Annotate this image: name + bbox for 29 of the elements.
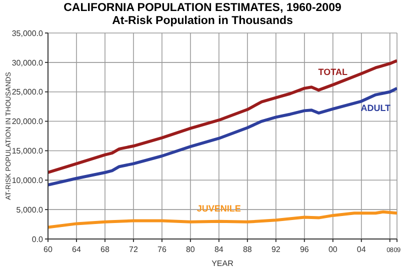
- x-tick-label: 80: [186, 245, 196, 254]
- y-tick-label: 20,000.0: [12, 117, 44, 126]
- y-tick-label: 35,000.0: [12, 28, 44, 38]
- series-label: ADULT: [360, 102, 392, 113]
- y-tick-label: 10,000.0: [12, 176, 44, 185]
- series-label: TOTAL: [318, 66, 348, 77]
- line-series: [48, 59, 397, 174]
- y-tick-label: 15,000.0: [12, 146, 44, 156]
- x-tick-label: 00: [328, 245, 338, 254]
- series-label: JUVENILE: [196, 203, 241, 214]
- x-tick-label: 84: [214, 245, 224, 254]
- x-tick-label: 96: [300, 245, 310, 254]
- y-tick-label: 5,000.0: [16, 205, 44, 214]
- x-tick-label: 04: [356, 245, 366, 254]
- y-tick-label: 30,000.0: [12, 58, 44, 68]
- x-tick-label: 72: [129, 245, 138, 254]
- y-tick-label: 0.0: [32, 234, 44, 244]
- chart-subtitle: At-Risk Population in Thousands: [111, 15, 294, 28]
- x-axis-title: YEAR: [212, 259, 234, 268]
- x-tick-label: 64: [72, 245, 82, 254]
- x-tick-label: 92: [271, 245, 281, 254]
- x-tick-label: 60: [44, 245, 53, 254]
- line-series: [48, 86, 397, 186]
- chart-title: CALIFORNIA POPULATION ESTIMATES, 1960-2009: [62, 2, 342, 15]
- y-tick-label: 25,000.0: [12, 88, 44, 97]
- x-tick-label: 76: [158, 245, 167, 254]
- line-series: [48, 210, 397, 229]
- x-tick-label: 88: [242, 245, 252, 254]
- x-tick-label: 68: [100, 245, 110, 254]
